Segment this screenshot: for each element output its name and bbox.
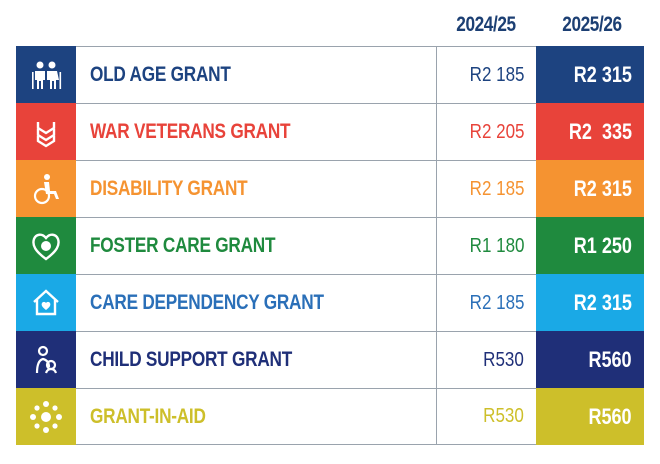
military-chevron-icon bbox=[36, 121, 56, 147]
grant-name: OLD AGE GRANT bbox=[90, 63, 231, 86]
elderly-couple-icon bbox=[32, 61, 62, 89]
grant-name: CARE DEPENDENCY GRANT bbox=[90, 291, 324, 314]
amount-2024-cell: R2 185 bbox=[436, 46, 537, 103]
grant-name-cell: GRANT-IN-AID bbox=[76, 388, 437, 445]
grant-icon-cell bbox=[16, 46, 76, 103]
grant-icon-cell bbox=[16, 103, 76, 160]
grant-name-cell: OLD AGE GRANT bbox=[76, 46, 437, 103]
amount-2024-cell: R530 bbox=[436, 388, 537, 445]
grant-name-cell: FOSTER CARE GRANT bbox=[76, 217, 437, 274]
grants-table: OLD AGE GRANT R2 185 R2 315 WAR VETERANS… bbox=[16, 46, 644, 445]
amount-2024-cell: R530 bbox=[436, 331, 537, 388]
amount-2024-cell: R1 180 bbox=[436, 217, 537, 274]
amount-2024: R2 185 bbox=[469, 177, 524, 200]
grant-name-cell: CHILD SUPPORT GRANT bbox=[76, 331, 437, 388]
mother-child-icon bbox=[35, 345, 58, 373]
year-header-2024-25: 2024/25 bbox=[456, 13, 516, 36]
grant-row-war-veterans: WAR VETERANS GRANT R2 205 R2 335 bbox=[16, 103, 644, 160]
amount-2025-cell: R1 250 bbox=[536, 217, 644, 274]
amount-2024: R530 bbox=[483, 405, 524, 427]
grant-name: FOSTER CARE GRANT bbox=[90, 234, 276, 257]
amount-2025-cell: R2 315 bbox=[536, 274, 644, 331]
grant-name-cell: CARE DEPENDENCY GRANT bbox=[76, 274, 437, 331]
grant-row-grant-in-aid: GRANT-IN-AID R530 R560 bbox=[16, 388, 644, 445]
amount-2024-cell: R2 205 bbox=[436, 103, 537, 160]
amount-2024-cell: R2 185 bbox=[436, 274, 537, 331]
amount-2024: R2 205 bbox=[469, 120, 524, 143]
grant-icon-cell bbox=[16, 217, 76, 274]
year-header-2025-26: 2025/26 bbox=[562, 13, 622, 36]
amount-2024: R1 180 bbox=[469, 234, 524, 257]
amount-2025-cell: R2 315 bbox=[536, 160, 644, 217]
grant-row-care-dependency: CARE DEPENDENCY GRANT R2 185 R2 315 bbox=[16, 274, 644, 331]
grant-icon-cell bbox=[16, 160, 76, 217]
amount-2024: R530 bbox=[483, 348, 524, 371]
grant-name: GRANT-IN-AID bbox=[90, 404, 206, 428]
wheelchair-icon bbox=[33, 173, 59, 204]
grant-row-old-age: OLD AGE GRANT R2 185 R2 315 bbox=[16, 46, 644, 103]
amount-2025-cell: R560 bbox=[536, 331, 644, 388]
amount-2025: R2 315 bbox=[573, 61, 632, 87]
grant-name: WAR VETERANS GRANT bbox=[90, 120, 291, 143]
grant-row-foster-care: FOSTER CARE GRANT R1 180 R1 250 bbox=[16, 217, 644, 274]
amount-2024: R2 185 bbox=[469, 63, 524, 86]
amount-2024-cell: R2 185 bbox=[436, 160, 537, 217]
house-heart-icon bbox=[33, 288, 59, 315]
grant-name-cell: DISABILITY GRANT bbox=[76, 160, 437, 217]
grant-row-child-support: CHILD SUPPORT GRANT R530 R560 bbox=[16, 331, 644, 388]
amount-2025: R2 315 bbox=[573, 175, 632, 201]
grant-name: CHILD SUPPORT GRANT bbox=[90, 348, 292, 371]
grant-icon-cell bbox=[16, 274, 76, 331]
grant-row-disability: DISABILITY GRANT R2 185 R2 315 bbox=[16, 160, 644, 217]
amount-2025: R560 bbox=[588, 346, 632, 372]
amount-2025: R2 335 bbox=[568, 118, 632, 144]
amount-2025: R560 bbox=[588, 403, 632, 429]
amount-2025-cell: R560 bbox=[536, 388, 644, 445]
heart-hands-icon bbox=[32, 233, 60, 260]
amount-2025-cell: R2 315 bbox=[536, 46, 644, 103]
grant-name: DISABILITY GRANT bbox=[90, 177, 248, 200]
grant-icon-cell bbox=[16, 331, 76, 388]
people-network-icon bbox=[30, 400, 62, 433]
amount-2025: R2 315 bbox=[573, 289, 632, 315]
amount-2025-cell: R2 335 bbox=[536, 103, 644, 160]
grant-icon-cell bbox=[16, 388, 76, 445]
amount-2025: R1 250 bbox=[573, 232, 632, 258]
grant-name-cell: WAR VETERANS GRANT bbox=[76, 103, 437, 160]
amount-2024: R2 185 bbox=[469, 291, 524, 314]
